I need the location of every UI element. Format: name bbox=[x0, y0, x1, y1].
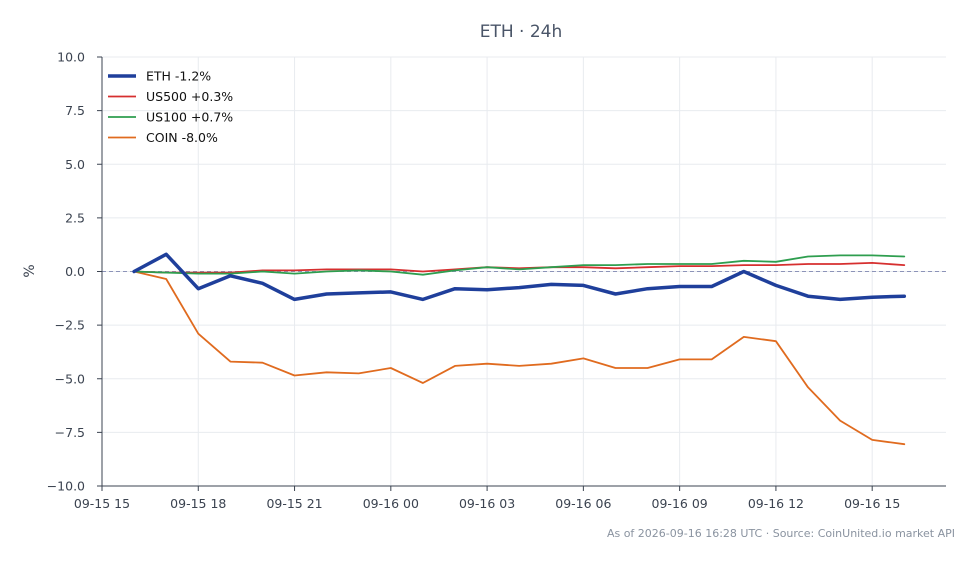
y-ticks: 10.0 7.5 5.0 2.5 0.0 −2.5 −5.0 −7.5 −10.0 bbox=[47, 50, 102, 494]
series-line-0 bbox=[132, 252, 907, 302]
x-ticks: 09-15 15 09-15 18 09-15 21 09-16 00 09-16 03… bbox=[74, 486, 900, 511]
x-tick-label: 09-16 09 bbox=[652, 496, 708, 511]
series-line-3 bbox=[133, 270, 906, 446]
y-tick-label: −2.5 bbox=[55, 318, 85, 333]
x-tick-label: 09-15 21 bbox=[266, 496, 322, 511]
legend-label: US500 +0.3% bbox=[146, 89, 233, 104]
y-tick-label: −10.0 bbox=[47, 479, 85, 494]
x-tick-label: 09-16 12 bbox=[748, 496, 804, 511]
source-footnote: As of 2026-09-16 16:28 UTC · Source: Coi… bbox=[607, 527, 955, 540]
legend: ETH -1.2% US500 +0.3% US100 +0.7% COIN -8.0… bbox=[108, 69, 233, 145]
legend-label: US100 +0.7% bbox=[146, 110, 233, 125]
x-tick-label: 09-16 03 bbox=[459, 496, 515, 511]
y-tick-label: 0.0 bbox=[65, 264, 85, 279]
x-tick-label: 09-16 06 bbox=[555, 496, 611, 511]
x-tick-label: 09-15 18 bbox=[170, 496, 226, 511]
series-line-1 bbox=[133, 261, 906, 274]
x-tick-label: 09-16 15 bbox=[844, 496, 900, 511]
chart-title: ETH · 24h bbox=[480, 22, 563, 42]
y-tick-label: 10.0 bbox=[57, 50, 85, 65]
x-tick-label: 09-15 15 bbox=[74, 496, 130, 511]
y-axis-label: % bbox=[22, 264, 38, 277]
y-tick-label: 5.0 bbox=[65, 157, 85, 172]
series-group bbox=[132, 252, 907, 446]
y-tick-label: −7.5 bbox=[55, 425, 85, 440]
legend-label: COIN -8.0% bbox=[146, 130, 218, 145]
y-tick-label: 7.5 bbox=[65, 103, 85, 118]
series-line-2 bbox=[133, 254, 906, 276]
x-tick-label: 09-16 00 bbox=[363, 496, 419, 511]
legend-label: ETH -1.2% bbox=[146, 69, 211, 84]
y-tick-label: −5.0 bbox=[55, 371, 85, 386]
y-tick-label: 2.5 bbox=[65, 210, 85, 225]
